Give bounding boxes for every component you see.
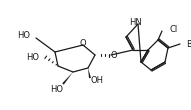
Polygon shape (88, 68, 91, 78)
Text: O: O (80, 38, 86, 48)
Text: HO: HO (50, 84, 63, 94)
Text: Cl: Cl (169, 25, 177, 34)
Text: HO: HO (27, 52, 40, 61)
Text: O: O (111, 50, 117, 60)
Text: OH: OH (91, 75, 104, 84)
Polygon shape (62, 72, 73, 85)
Text: HO: HO (18, 30, 31, 39)
Text: Br: Br (186, 39, 191, 49)
Text: HN: HN (130, 17, 142, 27)
